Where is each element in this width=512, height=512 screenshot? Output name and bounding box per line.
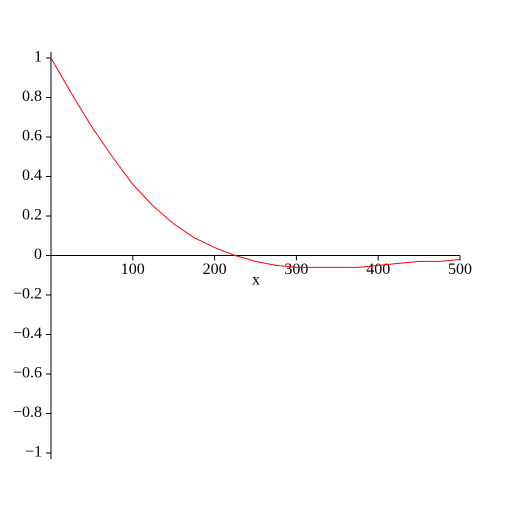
y-tick-label: 0.6 (22, 128, 42, 145)
y-tick-label: 0.8 (22, 88, 42, 105)
y-tick-label: 0.2 (22, 207, 42, 224)
y-tick-label: 1 (34, 49, 42, 66)
y-tick-label: −1 (25, 444, 42, 461)
y-tick-label: −0.6 (13, 365, 42, 382)
y-tick-label: 0.4 (22, 167, 42, 184)
y-tick-label: −0.8 (13, 404, 42, 421)
x-tick-label: 100 (121, 261, 145, 278)
x-tick-label: 400 (366, 261, 390, 278)
line-series (50, 57, 461, 268)
x-tick-label: 200 (203, 261, 227, 278)
y-tick-label: 0 (34, 246, 42, 263)
x-tick-label: 300 (284, 261, 308, 278)
y-tick-label: −0.4 (13, 325, 42, 342)
x-axis-label: x (252, 272, 260, 289)
x-tick-label: 500 (448, 261, 472, 278)
y-tick-label: −0.2 (13, 286, 42, 303)
